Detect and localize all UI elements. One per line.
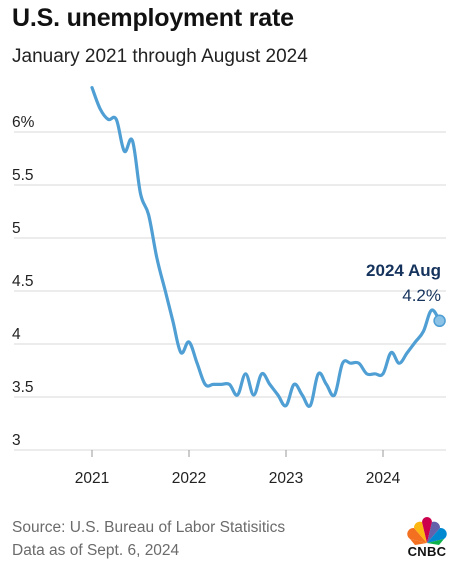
data-date-line: Data as of Sept. 6, 2024: [12, 542, 180, 559]
peacock-icon: [407, 517, 447, 545]
grid-lines: [14, 131, 446, 451]
source-line: Source: U.S. Bureau of Labor Statisitics: [12, 519, 286, 536]
latest-point-marker: [433, 314, 446, 328]
y-tick-label: 3.5: [12, 379, 34, 396]
cnbc-logo: CNBC: [399, 515, 455, 561]
annotation-label: 2024 Aug: [366, 261, 441, 280]
annotation-value: 4.2%: [402, 286, 441, 305]
y-tick-label: 4.5: [12, 273, 34, 290]
x-tick-label: 2024: [366, 470, 401, 487]
source-note: Source: U.S. Bureau of Labor Statisitics…: [12, 516, 285, 562]
x-tick-label: 2021: [75, 470, 109, 487]
chart-subtitle: January 2021 through August 2024: [12, 46, 308, 67]
y-tick-label: 6%: [12, 114, 35, 131]
unemployment-line-chart: 6% 5.5 5 4.5 4 3.5 3 2021 2022 2023 2024 2024 Aug…: [12, 86, 446, 487]
x-tick-label: 2023: [269, 470, 303, 487]
chart-title: U.S. unemployment rate: [12, 4, 294, 32]
y-axis-ticks: 6% 5.5 5 4.5 4 3.5 3: [12, 114, 35, 449]
logo-wordmark: CNBC: [407, 544, 447, 559]
annotation-layer: 2024 Aug 4.2%: [366, 261, 446, 328]
x-tick-label: 2022: [172, 470, 206, 487]
y-tick-label: 5: [12, 220, 21, 237]
x-axis-ticks: 2021 2022 2023 2024: [75, 450, 401, 487]
series-line: [90, 86, 442, 408]
y-tick-label: 5.5: [12, 167, 34, 184]
y-tick-label: 4: [12, 326, 21, 343]
series-layer: [90, 86, 442, 408]
y-tick-label: 3: [12, 432, 21, 449]
